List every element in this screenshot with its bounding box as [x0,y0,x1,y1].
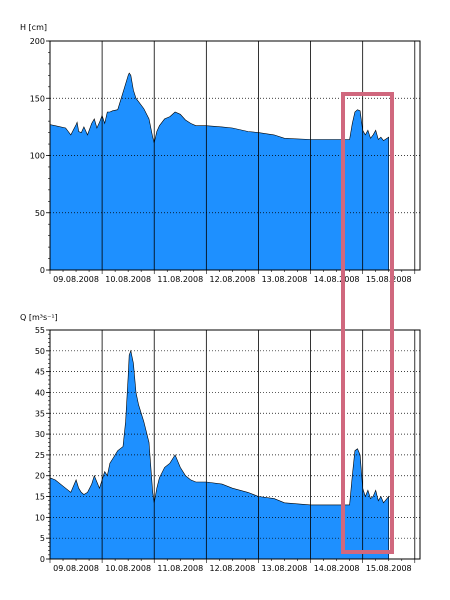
discharge-x-tick-layer: 09.08.2008 10.08.2008 11.08.2008 12.08.2008… [49,559,416,573]
discharge-y-tick-label: 40 [35,388,45,397]
water-level-chart: H [cm] 0 50 100 150 200 09.08.2008 10.08.2008… [20,23,421,284]
water-level-plot-frame [49,40,421,271]
discharge-y-tick-label: 15 [35,493,45,502]
highlight-box [341,92,394,554]
discharge-grid-layer [50,330,420,559]
discharge-x-tick-label: 15.08.2008 [366,564,412,573]
discharge-y-tick-label: 0 [40,555,45,564]
water-level-y-tick-layer: 0 50 100 150 200 [30,37,50,275]
water-level-y-tick-label: 0 [40,266,45,275]
water-level-y-tick-label: 50 [35,209,45,218]
discharge-plot-frame [49,329,421,560]
discharge-y-tick-layer: 0 5 10 15 20 25 30 35 40 45 50 55 [35,326,50,564]
discharge-y-tick-label: 30 [35,430,45,439]
water-level-y-tick-label: 200 [30,37,45,46]
discharge-x-tick-label: 13.08.2008 [262,564,308,573]
water-level-x-tick-label: 10.08.2008 [105,275,151,284]
discharge-y-tick-label: 25 [35,451,45,460]
discharge-y-tick-label: 45 [35,368,45,377]
discharge-x-tick-label: 12.08.2008 [209,564,255,573]
water-level-x-tick-label: 15.08.2008 [366,275,412,284]
discharge-x-tick-label: 14.08.2008 [314,564,360,573]
water-level-area-layer [49,72,389,271]
water-level-x-tick-label: 12.08.2008 [209,275,255,284]
water-level-grid-layer [50,41,420,270]
discharge-y-tick-label: 35 [35,409,45,418]
discharge-x-tick-label: 11.08.2008 [157,564,203,573]
discharge-chart: Q [m³s⁻¹] 0 5 10 15 20 25 30 35 40 45 50 55 09.08.2… [20,313,421,573]
water-level-x-tick-layer: 09.08.2008 10.08.2008 11.08.2008 12.08.2008… [49,270,416,284]
water-level-x-tick-label: 13.08.2008 [262,275,308,284]
discharge-y-tick-label: 55 [35,326,45,335]
water-level-axis-title: H [cm] [20,23,47,32]
water-level-series-area [49,72,389,271]
discharge-y-tick-label: 5 [40,534,45,543]
water-level-x-tick-label: 11.08.2008 [157,275,203,284]
discharge-series-area [49,349,389,560]
discharge-x-tick-label: 09.08.2008 [53,564,99,573]
water-level-y-tick-label: 150 [30,94,45,103]
discharge-x-tick-label: 10.08.2008 [105,564,151,573]
discharge-y-tick-label: 10 [35,513,45,522]
water-level-x-tick-label: 09.08.2008 [53,275,99,284]
discharge-axis-title: Q [m³s⁻¹] [20,313,58,322]
discharge-y-tick-label: 20 [35,472,45,481]
water-level-y-tick-label: 100 [30,152,45,161]
discharge-area-layer [49,349,389,560]
discharge-y-tick-label: 50 [35,347,45,356]
water-level-x-tick-label: 14.08.2008 [314,275,360,284]
